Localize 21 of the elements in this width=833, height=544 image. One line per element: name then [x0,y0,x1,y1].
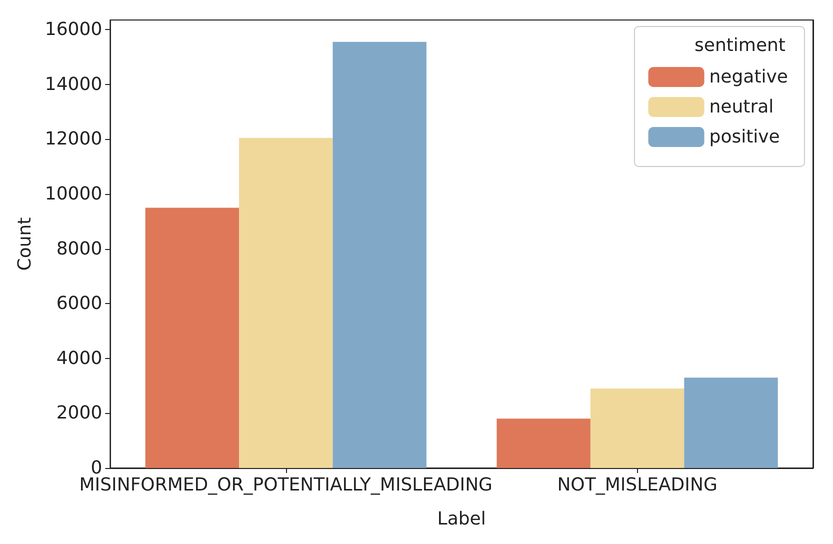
legend-title: sentiment [694,35,786,56]
y-tick-label: 4000 [56,348,102,369]
y-tick-label: 6000 [56,293,102,314]
bar [590,388,684,468]
bar [496,418,590,468]
legend-label: positive [709,126,780,148]
x-axis-title: Label [437,508,486,530]
x-tick-label: NOT_MISLEADING [557,474,718,496]
y-tick-label: 12000 [44,128,102,150]
bar [145,208,240,468]
y-tick-label: 8000 [56,238,102,260]
legend-label: neutral [709,96,774,118]
bar [684,378,778,468]
y-tick-label: 16000 [44,19,102,40]
bar [239,138,333,468]
legend-label: negative [709,66,788,88]
bar [332,42,426,468]
y-tick-label: 10000 [44,183,102,204]
y-axis-title: Count [14,217,36,271]
y-tick-label: 14000 [44,74,102,95]
y-tick-label: 2000 [56,402,102,424]
